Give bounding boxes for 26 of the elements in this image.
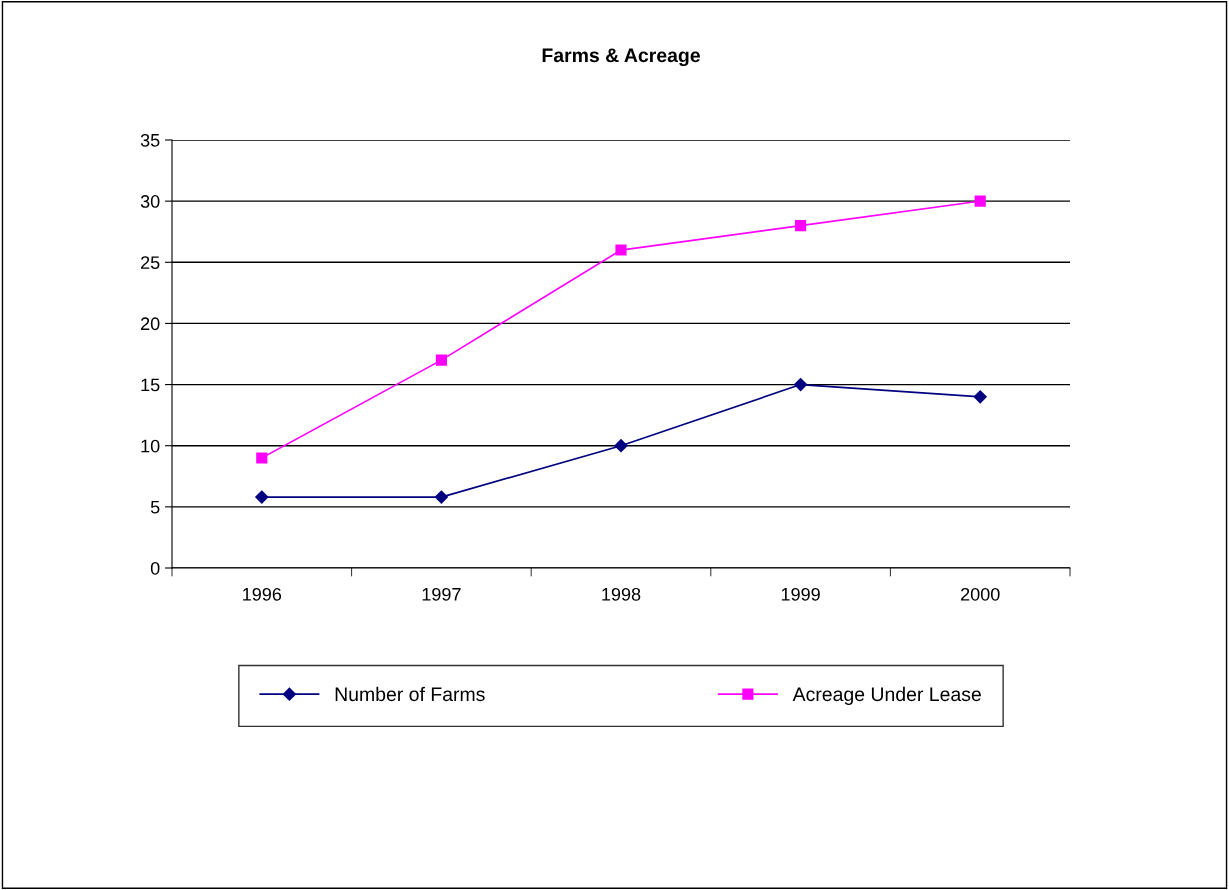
point (794, 377, 808, 392)
y-tick-label: 15 (141, 378, 160, 392)
point (255, 490, 269, 504)
y-tick-label: 0 (150, 561, 160, 575)
chart-title: Farms & Acreage (542, 48, 700, 67)
point (974, 195, 986, 207)
legend-label: Acreage Under Lease (792, 686, 981, 705)
x-tick-label: 1997 (422, 587, 461, 601)
point (614, 439, 628, 453)
y-tick-label: 35 (140, 133, 160, 147)
y-tick-label: 25 (141, 256, 160, 270)
y-tick-label: 30 (140, 195, 160, 208)
x-tick-label: 1999 (781, 587, 820, 601)
y-tick-label: 5 (150, 500, 160, 514)
point (435, 354, 447, 366)
point (256, 452, 268, 464)
x-tick-label: 1998 (602, 587, 641, 601)
y-tick-label: 10 (141, 439, 160, 453)
y-tick-label: 20 (141, 317, 160, 331)
point (795, 220, 807, 232)
point (973, 390, 987, 404)
x-tick-label: 2000 (961, 587, 1000, 601)
legend-label: Number of Farms (335, 686, 485, 702)
point (615, 244, 627, 256)
x-tick-label: 1996 (243, 587, 282, 601)
point (434, 490, 448, 504)
